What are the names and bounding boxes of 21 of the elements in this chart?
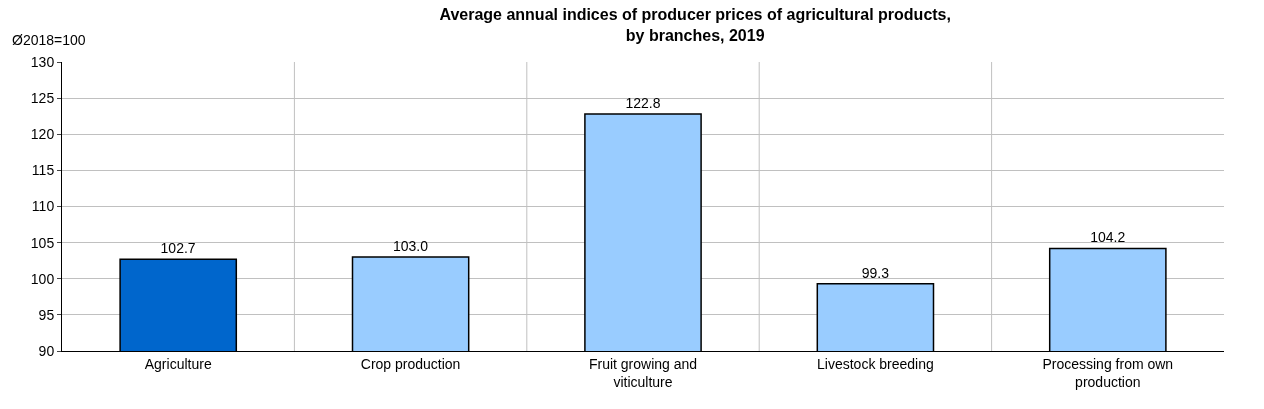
data-label: 103.0 bbox=[392, 238, 429, 255]
y-tick-label: 130 bbox=[30, 53, 55, 70]
y-tick-label: 110 bbox=[31, 198, 55, 215]
y-tick-label: 120 bbox=[30, 126, 55, 143]
data-label: 104.2 bbox=[1090, 229, 1126, 246]
y-tick-label: 105 bbox=[30, 234, 55, 251]
x-tick-label: Processing from own production bbox=[1042, 355, 1174, 390]
y-tick-label: 95 bbox=[38, 306, 55, 323]
y-tick-label: 100 bbox=[30, 270, 55, 287]
x-tick-label: Agriculture bbox=[144, 355, 212, 372]
data-label: 102.7 bbox=[160, 240, 196, 257]
data-label: 122.8 bbox=[625, 95, 661, 112]
chart-title: Average annual indices of producer prices of agricultural products, by branches, 2019 bbox=[439, 6, 951, 45]
x-tick-label: Crop production bbox=[360, 355, 461, 372]
y-tick-label: 125 bbox=[30, 90, 55, 107]
x-tick-label: Livestock breeding bbox=[817, 355, 934, 372]
x-tick-label: Fruit growing and viticulture bbox=[588, 355, 698, 390]
y-tick-label: 90 bbox=[38, 342, 55, 359]
data-label: 99.3 bbox=[861, 264, 890, 281]
y-tick-label: 115 bbox=[31, 162, 55, 179]
y-axis-title: Ø2018=100 bbox=[12, 32, 86, 48]
